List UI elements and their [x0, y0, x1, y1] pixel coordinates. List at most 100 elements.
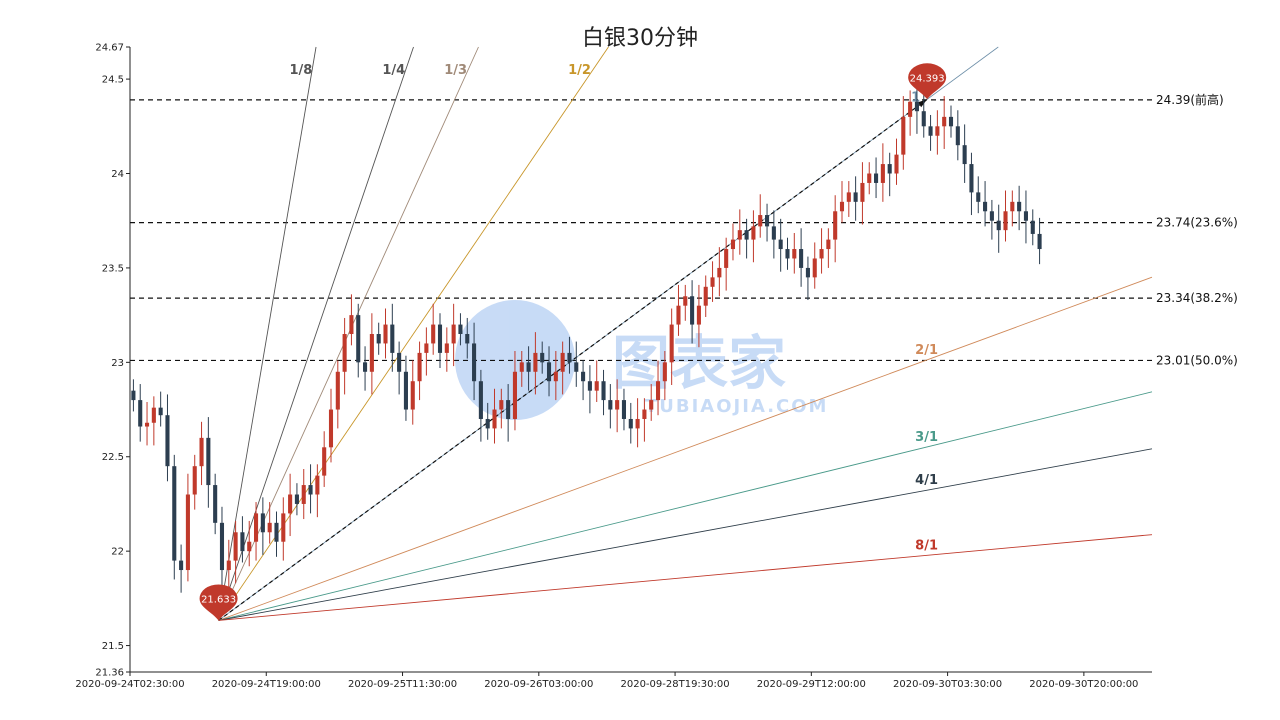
gann-fan: 1/8 1/4 1/3 1/2 1 2/1 3/1 4/1 8/1: [218, 46, 1153, 621]
y-tick-label: 21.5: [102, 641, 124, 652]
candle-body: [976, 192, 981, 202]
arrow-head-icon: [918, 99, 928, 108]
candle-body: [867, 173, 872, 183]
fan-line: [218, 534, 1153, 621]
candle-body: [737, 230, 742, 240]
candle-body: [213, 485, 218, 523]
candle-body: [662, 362, 667, 382]
candle-body: [254, 513, 259, 542]
candle-body: [887, 164, 892, 174]
candle-body: [649, 400, 654, 410]
candle-body: [724, 249, 729, 268]
candle-body: [431, 324, 436, 344]
chart-title: 白银30分钟: [582, 26, 698, 51]
candle-body: [765, 215, 770, 227]
fan-label: 1/2: [568, 63, 591, 78]
high-price-pin: 24.393: [908, 63, 947, 100]
candle-body: [1030, 220, 1035, 234]
candle-body: [315, 475, 320, 495]
candle-body: [962, 145, 967, 165]
candle-body: [989, 211, 994, 221]
candle-body: [247, 541, 252, 552]
candle-body: [533, 352, 538, 372]
candle-body: [199, 437, 204, 467]
candle-body: [1037, 233, 1042, 250]
candle-body: [921, 111, 926, 127]
candle-body: [458, 324, 463, 335]
candle-body: [799, 249, 804, 268]
fan-label: 1/4: [382, 63, 405, 78]
candle-body: [880, 164, 885, 183]
reference-label: 24.39(前高): [1156, 92, 1224, 107]
axes: 24.6724.52423.52322.52221.521.362020-09-…: [75, 43, 1152, 690]
fan-label: 8/1: [915, 538, 938, 553]
candle-body: [322, 447, 327, 476]
candle-body: [492, 409, 497, 429]
candles: [131, 85, 1042, 593]
candle-body: [1010, 201, 1015, 212]
candle-body: [615, 400, 620, 410]
candle-body: [138, 400, 143, 427]
candle-body: [192, 466, 197, 495]
candle-body: [955, 126, 960, 146]
candle-body: [369, 334, 374, 372]
fan-label: 1: [911, 90, 920, 105]
candle-body: [553, 371, 558, 382]
candle-body: [437, 324, 443, 353]
candle-body: [465, 334, 470, 344]
fan-line: [218, 46, 414, 621]
candle-body: [179, 560, 184, 571]
fan-line: [218, 448, 1153, 621]
x-tick-label: 2020-09-28T19:30:00: [620, 679, 729, 690]
candle-body: [1003, 211, 1008, 231]
candle-body: [901, 116, 906, 155]
candle-body: [506, 400, 511, 419]
candle-body: [812, 258, 817, 278]
fan-line: [218, 46, 317, 621]
x-tick-label: 2020-09-25T11:30:00: [348, 679, 457, 690]
fan-line: [218, 391, 1153, 621]
candle-body: [158, 407, 163, 416]
x-tick-label: 2020-09-24T02:30:00: [75, 679, 184, 690]
candle-body: [969, 164, 974, 193]
candle-body: [594, 381, 599, 391]
reference-label: 23.01(50.0%): [1156, 353, 1238, 367]
candle-body: [567, 352, 572, 363]
fan-label: 4/1: [915, 473, 938, 488]
candle-body: [730, 239, 736, 250]
candle-body: [376, 334, 381, 344]
pin-label: 21.633: [201, 594, 236, 605]
candle-body: [683, 296, 688, 306]
candle-body: [526, 362, 531, 372]
candle-body: [942, 116, 947, 127]
candle-body: [546, 362, 552, 382]
y-tick-label: 22: [111, 547, 124, 558]
candle-body: [635, 418, 640, 429]
candle-body: [390, 324, 395, 353]
fan-label: 3/1: [915, 430, 938, 445]
candle-body: [165, 415, 170, 467]
candle-body: [642, 409, 647, 419]
reference-label: 23.74(23.6%): [1156, 216, 1238, 230]
reference-lines: 24.39(前高) 23.74(23.6%) 23.34(38.2%) 23.01(5…: [130, 92, 1238, 367]
candle-body: [560, 352, 565, 372]
fan-line: [218, 276, 1153, 621]
price-pins: 21.633 24.393: [199, 63, 947, 621]
candle-body: [131, 390, 136, 401]
candle-body: [383, 324, 388, 344]
candle-body: [914, 101, 919, 112]
candle-body: [690, 296, 695, 325]
candle-body: [363, 362, 368, 372]
low-price-pin: 21.633: [199, 584, 238, 621]
y-tick-label: 24.67: [95, 43, 124, 54]
candle-body: [219, 522, 225, 571]
candle-body: [410, 381, 415, 410]
candle-body: [601, 381, 606, 401]
candle-body: [417, 352, 422, 382]
pin-marker-icon: [908, 63, 947, 100]
candle-body: [996, 220, 1001, 231]
candle-body: [771, 226, 776, 240]
pin-marker-icon: [199, 584, 238, 621]
candle-body: [349, 315, 354, 335]
